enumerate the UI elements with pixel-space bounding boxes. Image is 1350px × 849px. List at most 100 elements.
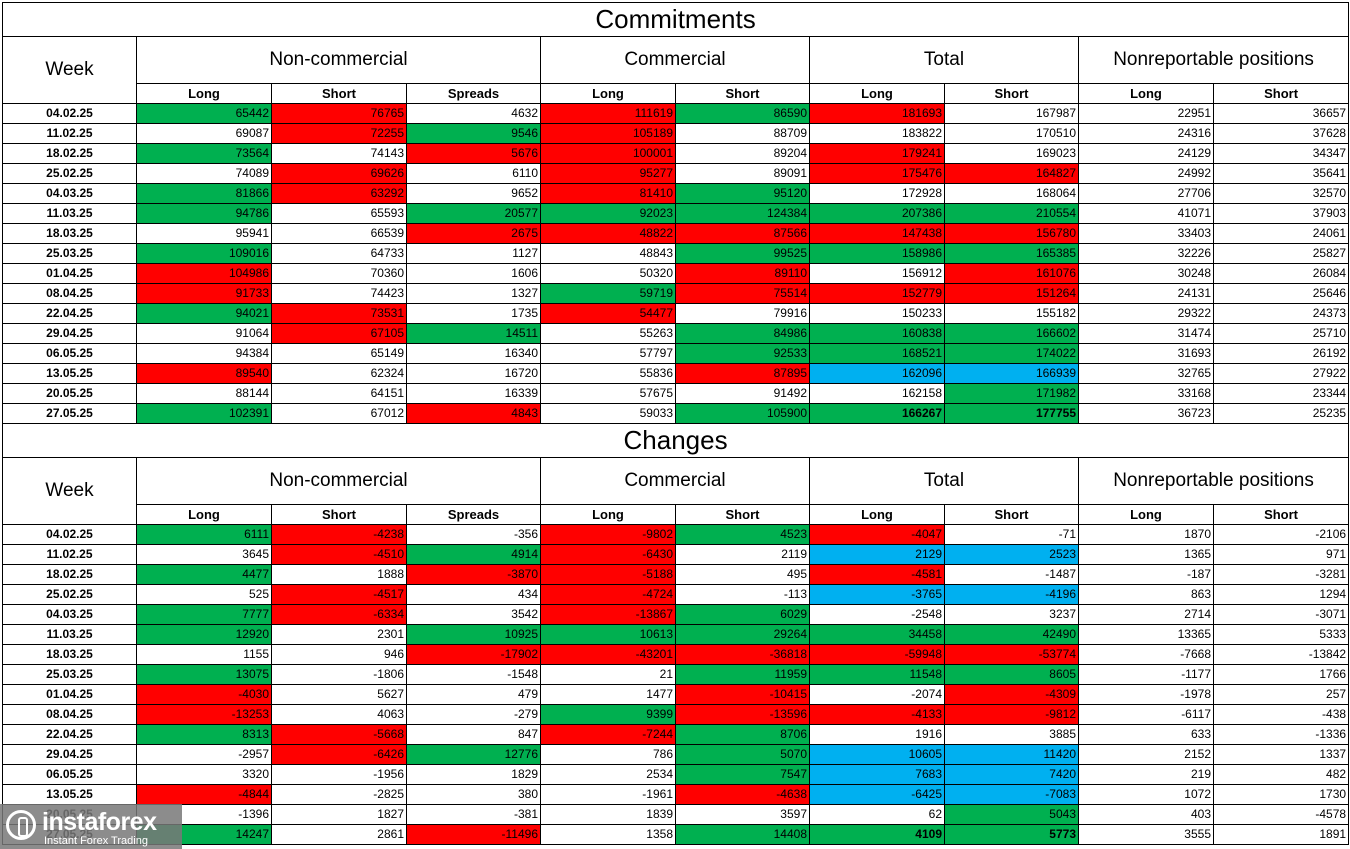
value-cell: 27922 bbox=[1212, 363, 1350, 384]
table-row: 20.05.25 88144 64151 16339 57675 91492 162158 1… bbox=[2, 383, 1350, 404]
value-cell: 66539 bbox=[271, 223, 407, 244]
value-cell: -9802 bbox=[540, 524, 676, 545]
value-cell: 23344 bbox=[1212, 383, 1350, 404]
value-cell: 1127 bbox=[406, 243, 541, 264]
table-row: 25.03.25 109016 64733 1127 48843 99525 158986 1… bbox=[2, 243, 1350, 264]
value-cell: 26084 bbox=[1212, 263, 1350, 284]
value-cell: 5070 bbox=[675, 744, 810, 765]
value-cell: 34458 bbox=[809, 624, 945, 645]
value-cell: -7668 bbox=[1078, 644, 1214, 665]
value-cell: -13253 bbox=[136, 704, 272, 725]
week-cell: 25.03.25 bbox=[2, 664, 137, 685]
value-cell: -11496 bbox=[406, 824, 541, 845]
value-cell: -5668 bbox=[271, 724, 407, 745]
value-cell: 171982 bbox=[944, 383, 1079, 404]
value-cell: 1358 bbox=[540, 824, 676, 845]
value-cell: -6426 bbox=[271, 744, 407, 765]
value-cell: -1336 bbox=[1212, 724, 1350, 745]
value-cell: 48843 bbox=[540, 243, 676, 264]
value-cell: 156780 bbox=[944, 223, 1079, 244]
value-cell: 57675 bbox=[540, 383, 676, 404]
value-cell: -438 bbox=[1212, 704, 1350, 725]
value-cell: 21 bbox=[540, 664, 676, 685]
value-cell: 172928 bbox=[809, 183, 945, 204]
value-cell: -2106 bbox=[1212, 524, 1350, 545]
value-cell: 2129 bbox=[809, 544, 945, 565]
value-cell: 32570 bbox=[1212, 183, 1350, 204]
value-cell: 67012 bbox=[271, 403, 407, 424]
value-cell: 3645 bbox=[136, 544, 272, 565]
value-cell: 162096 bbox=[809, 363, 945, 384]
value-cell: 3320 bbox=[136, 764, 272, 785]
value-cell: 2119 bbox=[675, 544, 810, 565]
value-cell: -4030 bbox=[136, 684, 272, 705]
value-cell: 74423 bbox=[271, 283, 407, 304]
week-cell: 20.05.25 bbox=[2, 383, 137, 404]
instaforex-logo: instaforex Instant Forex Trading bbox=[0, 804, 182, 849]
col-header-long: Long bbox=[809, 504, 945, 525]
value-cell: 94384 bbox=[136, 343, 272, 364]
value-cell: 168521 bbox=[809, 343, 945, 364]
week-cell: 22.04.25 bbox=[2, 724, 137, 745]
value-cell: -6334 bbox=[271, 604, 407, 625]
value-cell: -279 bbox=[406, 704, 541, 725]
value-cell: -1956 bbox=[271, 764, 407, 785]
value-cell: 3555 bbox=[1078, 824, 1214, 845]
instaforex-logo-icon bbox=[6, 810, 36, 840]
value-cell: -4510 bbox=[271, 544, 407, 565]
value-cell: 150233 bbox=[809, 303, 945, 324]
value-cell: 73531 bbox=[271, 303, 407, 324]
col-header-long: Long bbox=[136, 504, 272, 525]
table-row: 11.03.25 12920 2301 10925 10613 29264 34458 424… bbox=[2, 624, 1350, 645]
value-cell: 35641 bbox=[1212, 163, 1350, 184]
value-cell: 175476 bbox=[809, 163, 945, 184]
value-cell: 4914 bbox=[406, 544, 541, 565]
value-cell: 257 bbox=[1212, 684, 1350, 705]
value-cell: -2074 bbox=[809, 684, 945, 705]
value-cell: 72255 bbox=[271, 123, 407, 144]
value-cell: 3542 bbox=[406, 604, 541, 625]
value-cell: 4632 bbox=[406, 103, 541, 124]
value-cell: 6029 bbox=[675, 604, 810, 625]
value-cell: 11548 bbox=[809, 664, 945, 685]
value-cell: 7683 bbox=[809, 764, 945, 785]
value-cell: 55263 bbox=[540, 323, 676, 344]
week-cell: 25.02.25 bbox=[2, 163, 137, 184]
value-cell: 1337 bbox=[1212, 744, 1350, 765]
value-cell: 88144 bbox=[136, 383, 272, 404]
value-cell: -4517 bbox=[271, 584, 407, 605]
value-cell: 27706 bbox=[1078, 183, 1214, 204]
value-cell: -71 bbox=[944, 524, 1079, 545]
value-cell: 166602 bbox=[944, 323, 1079, 344]
value-cell: 30248 bbox=[1078, 263, 1214, 284]
value-cell: 2152 bbox=[1078, 744, 1214, 765]
week-cell: 06.05.25 bbox=[2, 343, 137, 364]
value-cell: 84986 bbox=[675, 323, 810, 344]
value-cell: 124384 bbox=[675, 203, 810, 224]
value-cell: 62324 bbox=[271, 363, 407, 384]
value-cell: -7244 bbox=[540, 724, 676, 745]
total-header: Total bbox=[809, 36, 1079, 84]
value-cell: 34347 bbox=[1212, 143, 1350, 164]
week-cell: 18.02.25 bbox=[2, 564, 137, 585]
value-cell: 12920 bbox=[136, 624, 272, 645]
value-cell: 33168 bbox=[1078, 383, 1214, 404]
value-cell: 64733 bbox=[271, 243, 407, 264]
value-cell: -4724 bbox=[540, 584, 676, 605]
table-row: 11.03.25 94786 65593 20577 92023 124384 207386… bbox=[2, 203, 1350, 224]
table-row: 18.02.25 73564 74143 5676 100001 89204 179241 1… bbox=[2, 143, 1350, 164]
value-cell: 24129 bbox=[1078, 143, 1214, 164]
week-cell: 13.05.25 bbox=[2, 363, 137, 384]
col-header-long: Long bbox=[136, 83, 272, 104]
value-cell: -59948 bbox=[809, 644, 945, 665]
value-cell: 1072 bbox=[1078, 784, 1214, 805]
value-cell: 207386 bbox=[809, 203, 945, 224]
value-cell: 2301 bbox=[271, 624, 407, 645]
value-cell: 10613 bbox=[540, 624, 676, 645]
value-cell: -1548 bbox=[406, 664, 541, 685]
value-cell: -4133 bbox=[809, 704, 945, 725]
table-row: 04.03.25 7777 -6334 3542 -13867 6029 -2548 3237… bbox=[2, 604, 1350, 625]
value-cell: 24992 bbox=[1078, 163, 1214, 184]
value-cell: 100001 bbox=[540, 143, 676, 164]
value-cell: -13596 bbox=[675, 704, 810, 725]
